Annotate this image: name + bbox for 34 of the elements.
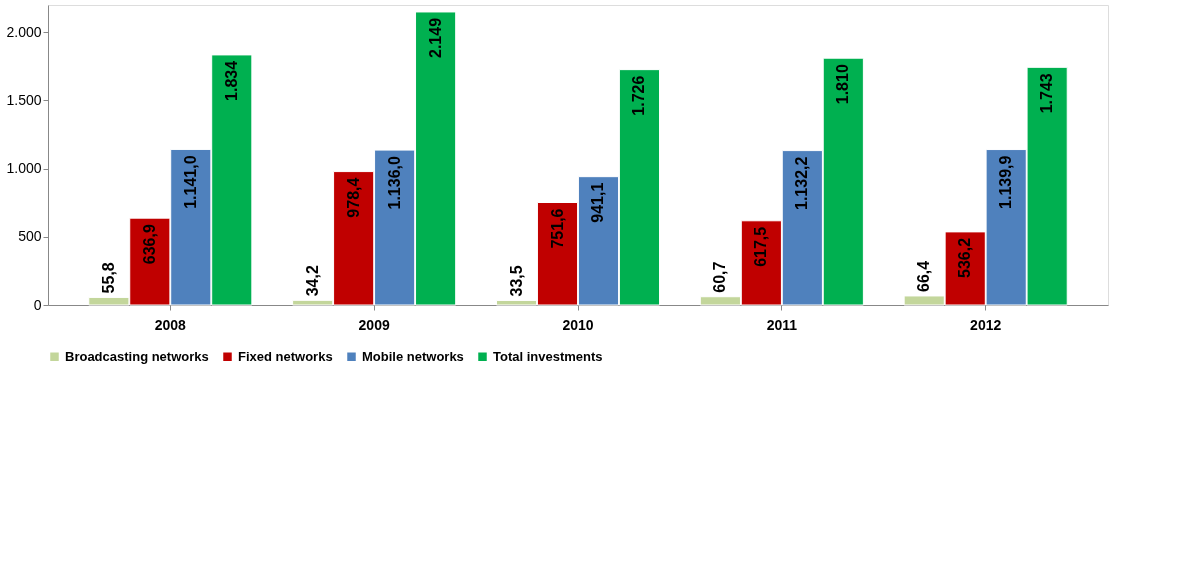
data-label: 617,5 xyxy=(752,226,770,267)
legend-label: Total investments xyxy=(493,348,603,364)
data-label: 636,9 xyxy=(140,224,158,265)
data-label: 751,6 xyxy=(548,208,566,249)
data-label: 1.132,2 xyxy=(793,156,811,210)
y-tick-label: 1.000 xyxy=(6,160,42,177)
legend-label: Fixed networks xyxy=(238,348,333,364)
data-label: 536,2 xyxy=(956,237,974,278)
x-tick-label: 2010 xyxy=(562,316,594,333)
data-label: 1.743 xyxy=(1038,73,1056,114)
data-label: 33,5 xyxy=(507,265,525,297)
data-label: 1.810 xyxy=(834,64,852,105)
data-label: 1.139,9 xyxy=(997,155,1015,209)
data-label: 60,7 xyxy=(711,261,729,293)
x-tick-label: 2011 xyxy=(766,316,798,333)
y-tick-label: 0 xyxy=(33,296,42,313)
data-label: 1.834 xyxy=(222,60,240,101)
data-label: 941,1 xyxy=(589,182,607,223)
data-label: 1.726 xyxy=(630,75,648,116)
x-tick-label: 2012 xyxy=(970,316,1002,333)
x-tick-label: 2009 xyxy=(358,316,390,333)
data-label: 55,8 xyxy=(99,262,117,294)
legend-label: Mobile networks xyxy=(362,348,464,364)
y-tick-label: 2.000 xyxy=(6,23,42,40)
legend-label: Broadcasting networks xyxy=(65,348,209,364)
data-label: 978,4 xyxy=(344,177,362,218)
y-tick-label: 500 xyxy=(18,228,42,245)
data-label: 1.141,0 xyxy=(181,155,199,209)
data-label: 34,2 xyxy=(303,265,321,297)
data-label: 2.149 xyxy=(426,17,444,58)
data-label: 66,4 xyxy=(915,260,933,292)
y-tick-label: 1.500 xyxy=(6,91,42,108)
x-tick-label: 2008 xyxy=(154,316,187,333)
data-label: 1.136,0 xyxy=(385,156,403,210)
